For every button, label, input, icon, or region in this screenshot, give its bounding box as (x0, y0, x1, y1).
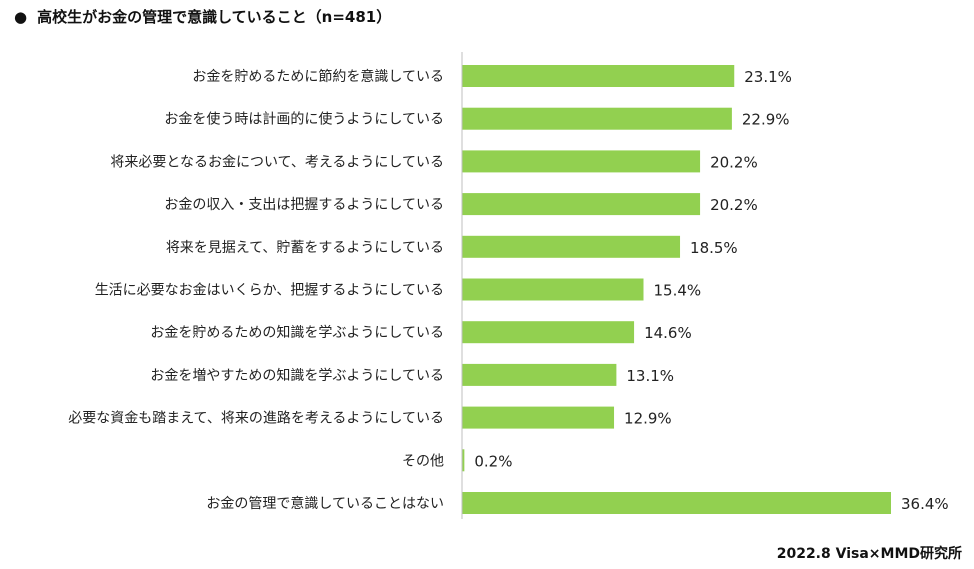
bullet-icon: ● (14, 8, 28, 26)
data-label: 20.2% (710, 196, 758, 214)
bar (462, 321, 635, 344)
category-label: 生活に必要なお金はいくらか、把握するようにしている (95, 283, 444, 299)
category-label: 将来を見据えて、貯蓄をするようにしている (166, 240, 444, 256)
data-label: 36.4% (901, 495, 949, 513)
category-label: お金の収入・支出は把握するようにしている (164, 197, 444, 213)
chart-title: ● 高校生がお金の管理で意識していること（n=481） (14, 6, 391, 27)
data-label: 12.9% (624, 410, 672, 428)
category-label: 将来必要となるお金について、考えるようにしている (110, 154, 444, 170)
category-label: 必要な資金も踏まえて、将来の進路を考えるようにしている (68, 411, 444, 427)
data-label: 0.2% (474, 452, 512, 470)
data-label: 14.6% (644, 324, 692, 342)
bar (462, 492, 891, 514)
category-label: お金を貯めるための知識を学ぶようにしている (150, 324, 444, 341)
bar (462, 65, 735, 87)
chart-title-text: 高校生がお金の管理で意識していること（n=481） (37, 8, 392, 26)
bar (462, 406, 615, 429)
bar-group: お金を貯めるために節約を意識している 23.1% お金を使う時は計画的に使うようにし… (68, 65, 949, 514)
category-label: その他 (402, 453, 444, 469)
data-label: 23.1% (744, 68, 792, 86)
bar (462, 193, 701, 216)
bar (462, 449, 465, 472)
data-label: 15.4% (654, 282, 702, 300)
bar (462, 278, 644, 301)
bar (462, 235, 681, 258)
category-label: お金を貯めるために節約を意識している (192, 68, 444, 85)
bar (462, 107, 732, 130)
bar (462, 150, 701, 173)
category-label: お金を使う時は計画的に使うようにしている (164, 111, 444, 128)
source-credit: 2022.8 Visa×MMD研究所 (776, 546, 962, 562)
data-label: 20.2% (710, 153, 758, 171)
bar (462, 363, 617, 386)
data-label: 18.5% (690, 239, 738, 257)
category-label: お金を増やすための知識を学ぶようにしている (150, 367, 444, 384)
data-label: 13.1% (626, 367, 674, 385)
data-label: 22.9% (742, 111, 790, 129)
category-label: お金の管理で意識していることはない (206, 495, 444, 512)
